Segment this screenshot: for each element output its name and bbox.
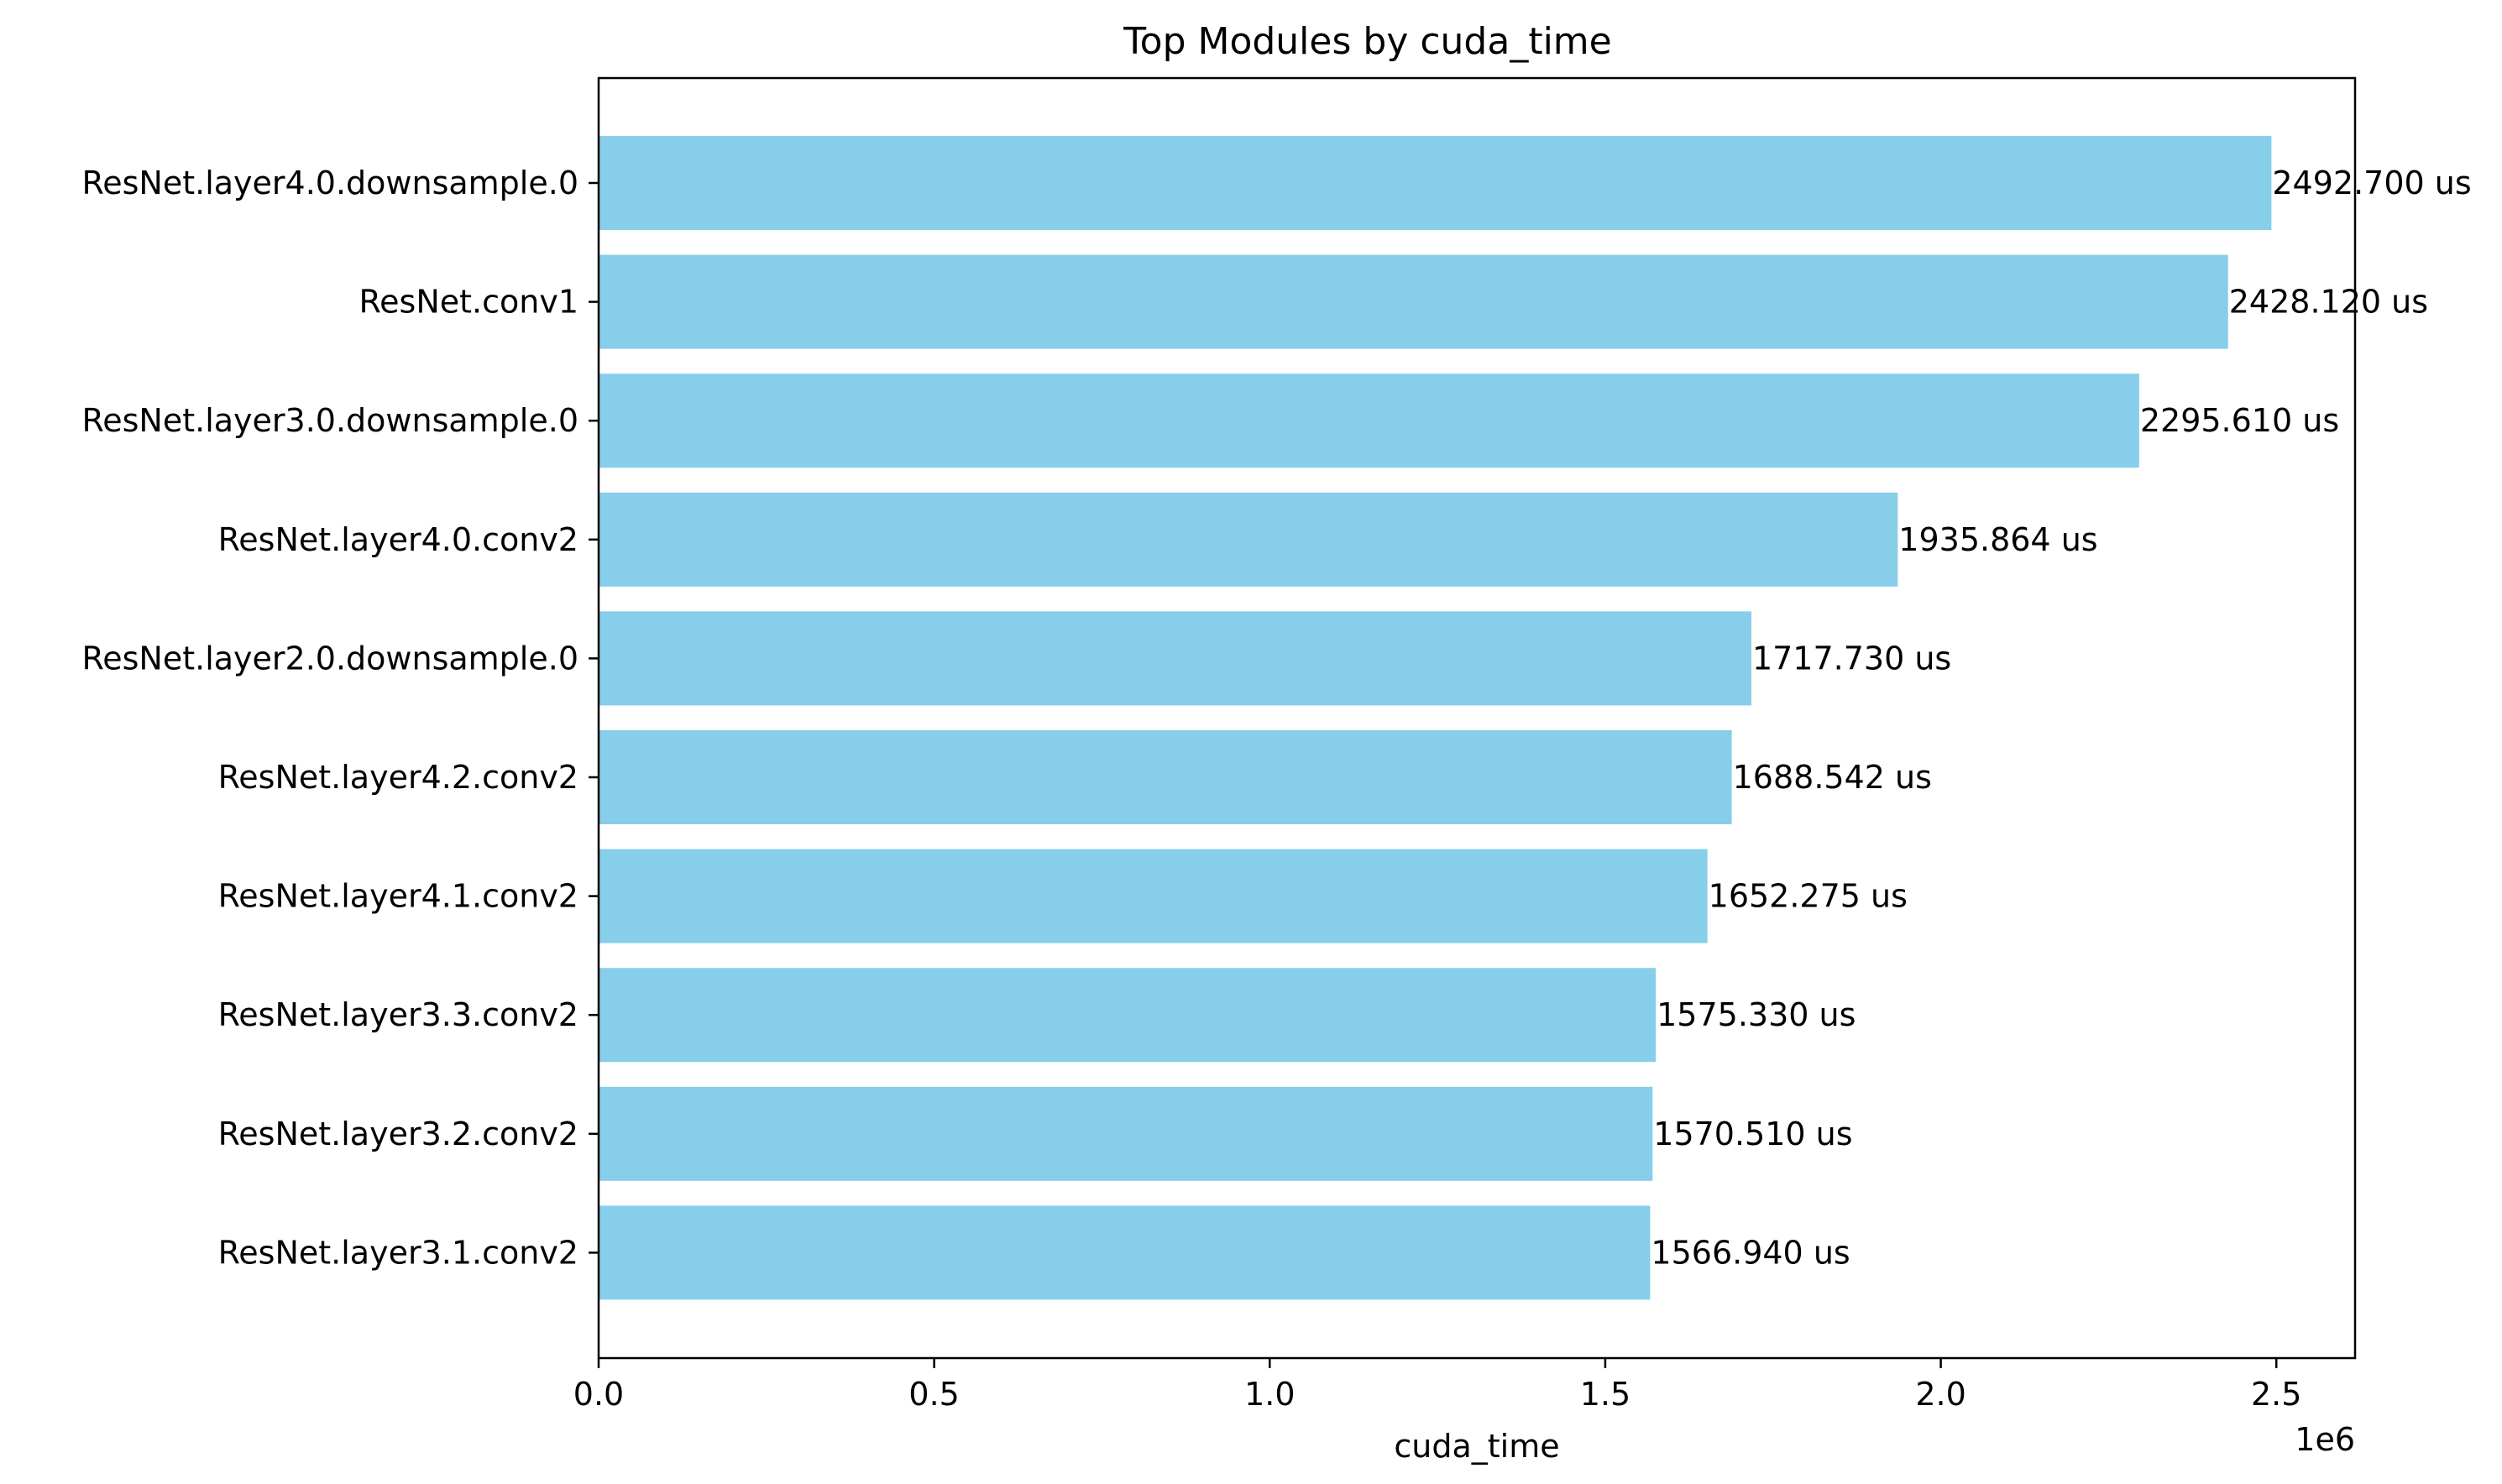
value-labels-group: 2492.700 us 2428.120 us 2295.610 us 1935.86… (1651, 165, 2471, 1271)
bar-value-label: 1688.542 us (1733, 759, 1932, 796)
bar-value-label: 1717.730 us (1752, 640, 1951, 677)
bar (599, 611, 1751, 706)
bar-value-label: 1935.864 us (1898, 521, 2097, 558)
x-tick-label: 2.0 (1915, 1376, 1965, 1413)
x-tick-label: 0.0 (573, 1376, 624, 1413)
plot-frame (597, 76, 2357, 1360)
bar-value-label: 1652.275 us (1709, 878, 1908, 915)
x-axis: 0.0 0.5 1.0 1.5 2.0 2.5 (573, 1358, 2301, 1413)
bars-group (599, 136, 2272, 1300)
x-tick-label: 2.5 (2251, 1376, 2301, 1413)
bar (599, 136, 2272, 230)
bar (599, 492, 1898, 587)
y-tick-label: ResNet.layer4.2.conv2 (218, 759, 578, 796)
x-axis-scale-label: 1e6 (2295, 1421, 2355, 1458)
bar-value-label: 2428.120 us (2229, 284, 2428, 321)
y-tick-label: ResNet.layer3.1.conv2 (218, 1234, 578, 1271)
y-tick-label: ResNet.layer4.0.conv2 (218, 521, 578, 558)
x-tick-label: 1.0 (1244, 1376, 1295, 1413)
bar-value-label: 2492.700 us (2272, 165, 2471, 201)
x-tick-label: 0.5 (908, 1376, 959, 1413)
bar (599, 849, 1708, 943)
y-tick-label: ResNet.layer2.0.downsample.0 (82, 640, 578, 677)
x-axis-label: cuda_time (1394, 1428, 1559, 1465)
y-tick-label: ResNet.conv1 (359, 284, 578, 321)
bar-value-label: 1566.940 us (1651, 1234, 1850, 1271)
bar (599, 730, 1732, 824)
y-axis: ResNet.layer4.0.downsample.0 ResNet.conv1… (82, 165, 599, 1271)
y-tick-label: ResNet.layer3.3.conv2 (218, 996, 578, 1033)
bar-value-label: 2295.610 us (2140, 402, 2339, 439)
y-tick-label: ResNet.layer4.0.downsample.0 (82, 165, 578, 201)
x-tick-label: 1.5 (1580, 1376, 1630, 1413)
bar (599, 968, 1657, 1063)
bar (599, 254, 2228, 349)
bar (599, 1086, 1653, 1181)
bar (599, 1205, 1651, 1300)
y-tick-label: ResNet.layer3.0.downsample.0 (82, 402, 578, 439)
bar-value-label: 1575.330 us (1657, 996, 1856, 1033)
y-tick-label: ResNet.layer3.2.conv2 (218, 1116, 578, 1152)
bar-value-label: 1570.510 us (1653, 1116, 1852, 1152)
chart-title: Top Modules by cuda_time (1123, 20, 1611, 63)
bar (599, 374, 2139, 468)
y-tick-label: ResNet.layer4.1.conv2 (218, 878, 578, 915)
